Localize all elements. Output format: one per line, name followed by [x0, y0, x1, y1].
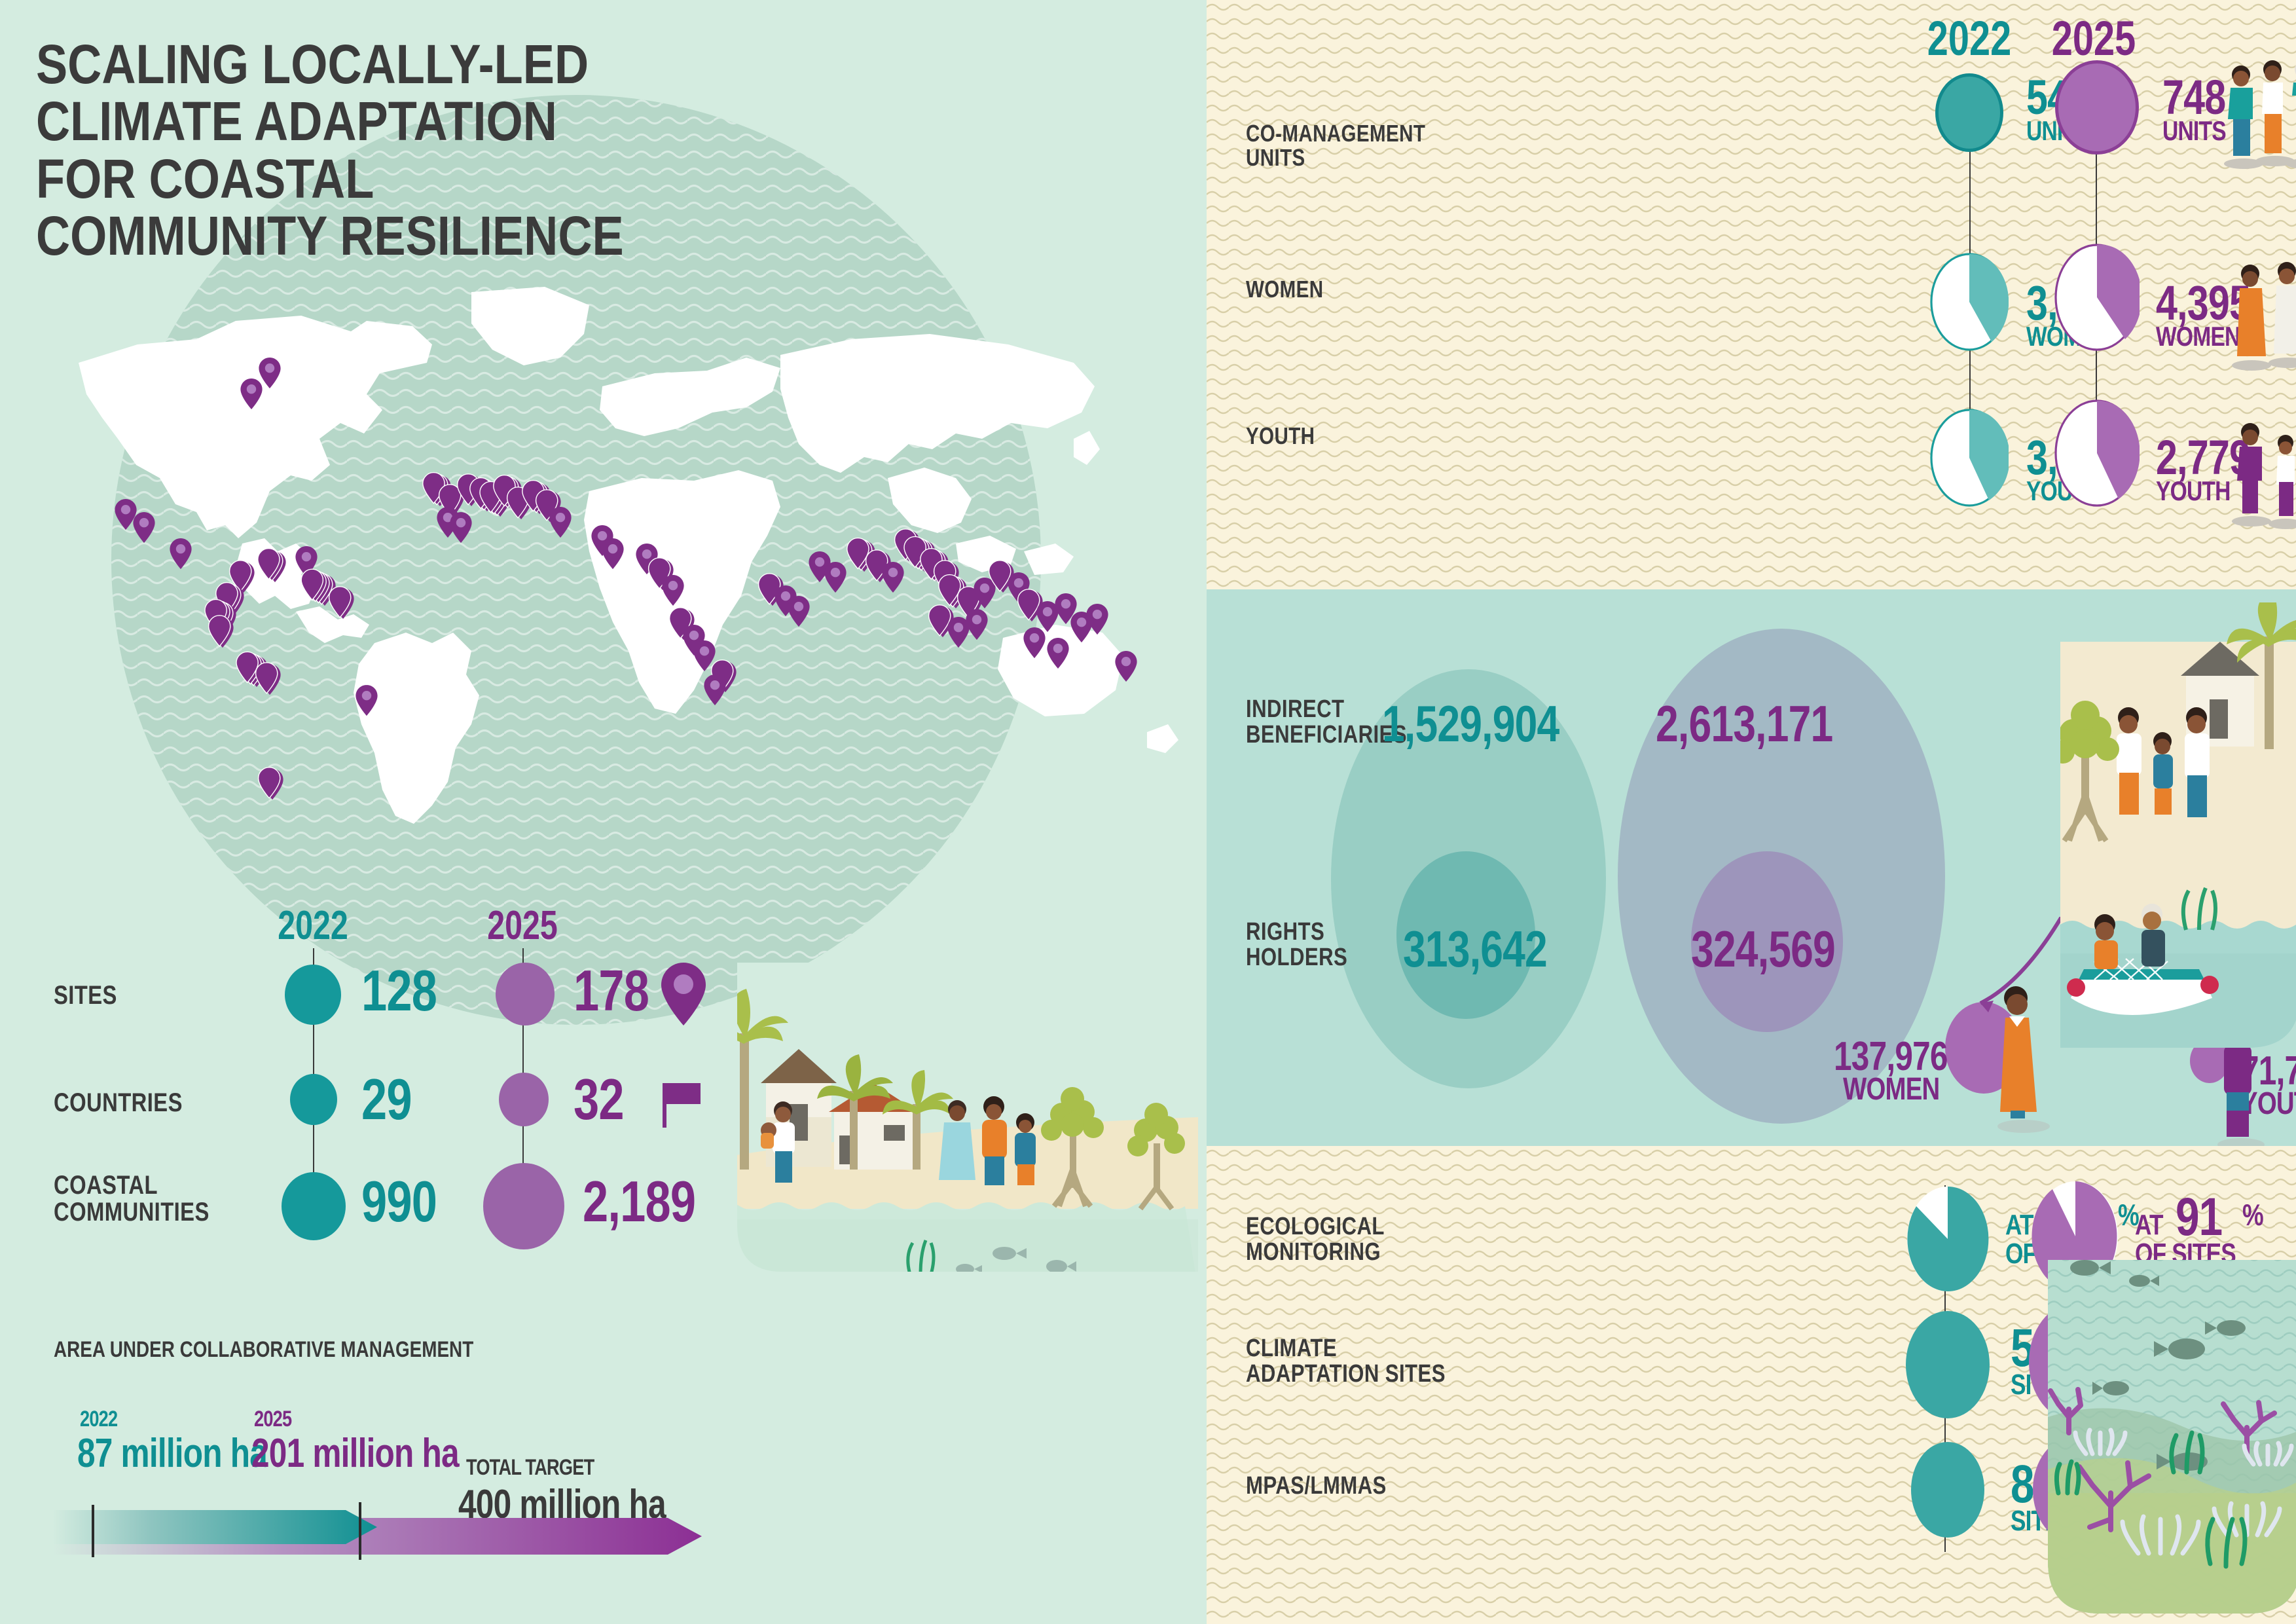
rb-label-climate-adaptation-sites: CLIMATE ADAPTATION SITES: [1246, 1335, 1446, 1388]
rt-label-youth: YOUTH: [1246, 422, 1315, 449]
left-value-2022-sites: 128: [361, 958, 437, 1023]
left-row-label-coastal-communities: COASTAL COMMUNITIES: [54, 1171, 210, 1227]
rm-value-2025-indirect: 2,613,171: [1656, 695, 1833, 752]
right-top-panel: 2022 2025 CO-MANAGEMENT UNITS 540 UNITS …: [1207, 0, 2296, 589]
rm-value-2022-rights: 313,642: [1403, 920, 1548, 978]
left-value-2022-countries: 29: [361, 1067, 412, 1132]
rb-suffix-2022-eco: %: [2118, 1198, 2140, 1232]
people-group-icon: [2224, 60, 2296, 169]
rt-label-co-management-units: CO-MANAGEMENT UNITS: [1246, 120, 1426, 171]
area-heading: AREA UNDER COLLABORATIVE MANAGEMENT: [54, 1337, 474, 1362]
rt-pie-2022-women: [1930, 253, 2009, 351]
rt-pie-2025-women: [2054, 244, 2140, 351]
left-value-2022-coastal: 990: [361, 1169, 437, 1234]
left-value-2025-sites: 178: [574, 958, 649, 1023]
rb-circle-2022-climate: [1906, 1311, 1990, 1418]
left-value-2025-coastal: 2,189: [583, 1169, 696, 1234]
page-title: SCALING LOCALLY-LED CLIMATE ADAPTATION F…: [36, 33, 624, 267]
rt-unit-2025-women: WOMEN: [2156, 321, 2240, 352]
rt-circle-2022-units: [1935, 73, 2003, 152]
rt-value-2025-youth: 2,779: [2156, 430, 2251, 485]
rt-circle-2025-units: [2055, 60, 2139, 155]
coastal-village-illustration: [737, 963, 1198, 1272]
youth-group-icon: [2232, 423, 2296, 529]
rt-unit-2025-units: UNITS: [2162, 115, 2227, 146]
left-dot-2022-sites: [285, 965, 341, 1025]
map-pin-icon: [661, 963, 706, 1025]
left-year-2025: 2025: [487, 903, 558, 948]
left-dot-2025-sites: [496, 963, 555, 1025]
rt-pie-2022-youth: [1930, 409, 2009, 507]
left-row-label-countries: COUNTRIES: [54, 1088, 183, 1117]
women-group-icon: [2232, 262, 2296, 371]
rt-year-2022: 2022: [1927, 11, 2012, 65]
rb-pie-2022-eco: [1907, 1186, 1989, 1291]
area-2022-label: 2022: [80, 1407, 118, 1431]
rm-bubble-2025-rights: [1691, 851, 1843, 1032]
area-progress-bars: [52, 1502, 702, 1560]
rm-bubble-2022-rights: [1396, 851, 1535, 1019]
rm-value-2022-indirect: 1,529,904: [1382, 695, 1559, 752]
rm-callout-women-value: 137,976: [1834, 1034, 1948, 1079]
rt-pie-2025-youth: [2054, 399, 2140, 507]
area-target-label: TOTAL TARGET: [466, 1455, 594, 1480]
left-value-2025-countries: 32: [574, 1067, 625, 1132]
left-row-label-sites: SITES: [54, 981, 117, 1010]
area-2025-label: 2025: [254, 1407, 292, 1431]
left-panel: SCALING LOCALLY-LED CLIMATE ADAPTATION F…: [36, 33, 1198, 1560]
left-dot-2022-coastal: [282, 1172, 346, 1240]
right-middle-panel: INDIRECT BENEFICIARIES 1,529,904 2,613,1…: [1207, 589, 2296, 1146]
world-map: [79, 287, 1178, 824]
rb-prefix-2022-eco: AT: [2005, 1209, 2034, 1241]
rm-label-rights-holders: RIGHTS HOLDERS: [1246, 918, 1348, 971]
coral-reef-fish-illustration: [2048, 1260, 2296, 1614]
mangrove-village-boat-illustration: [2060, 602, 2296, 1048]
rb-value-2025-eco: 91: [2176, 1187, 2223, 1247]
rm-value-2025-rights: 324,569: [1691, 920, 1836, 978]
left-dot-2025-countries: [499, 1073, 549, 1126]
right-bottom-panel: ECOLOGICAL MONITORING AT 83 % OF SITES A…: [1207, 1146, 2296, 1624]
rb-prefix-2025-eco: AT: [2135, 1209, 2164, 1241]
left-year-2022: 2022: [278, 903, 348, 948]
rb-circle-2022-mpas: [1911, 1442, 1984, 1538]
rt-label-women: WOMEN: [1246, 276, 1324, 303]
rm-bubble-2025-indirect: [1618, 629, 1945, 1124]
rm-label-indirect-beneficiaries: INDIRECT BENEFICIARIES: [1246, 695, 1407, 748]
rm-bubble-2022-indirect: [1331, 669, 1606, 1088]
area-2025-value: 201 million ha: [251, 1431, 460, 1476]
rt-value-2025-women: 4,395: [2156, 276, 2251, 330]
rm-callout-women-unit: WOMEN: [1843, 1072, 1940, 1107]
left-dot-2025-coastal: [483, 1163, 564, 1249]
rb-label-ecological-monitoring: ECOLOGICAL MONITORING: [1246, 1213, 1385, 1266]
rb-label-mpas-lmmas: MPAS/LMMAS: [1246, 1472, 1387, 1500]
rt-unit-2025-youth: YOUTH: [2156, 475, 2231, 506]
woman-figure-icon: [1997, 986, 2050, 1133]
rt-year-2025: 2025: [2051, 11, 2136, 65]
left-dot-2022-countries: [290, 1074, 337, 1125]
area-2022-value: 87 million ha: [77, 1431, 268, 1476]
rt-value-2025-units: 748: [2162, 70, 2226, 124]
flag-icon: [663, 1083, 701, 1128]
rb-suffix-2025-eco: %: [2242, 1198, 2264, 1232]
